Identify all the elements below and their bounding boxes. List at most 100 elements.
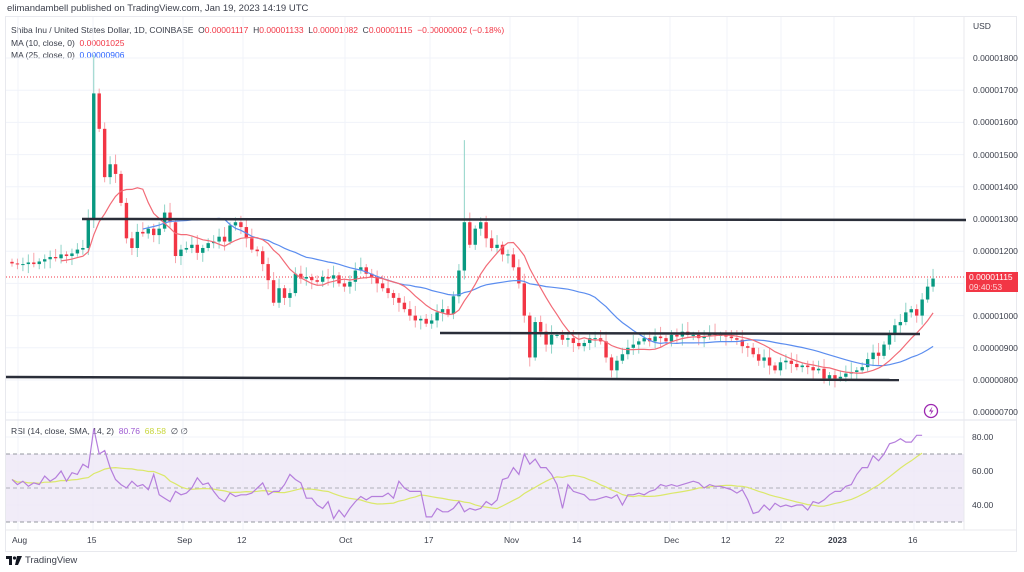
candle[interactable] (675, 334, 679, 337)
candle[interactable] (871, 352, 875, 360)
candle[interactable] (97, 93, 101, 129)
candle[interactable] (806, 365, 810, 368)
candle[interactable] (70, 253, 74, 257)
candle[interactable] (620, 354, 625, 361)
candle[interactable] (397, 297, 401, 303)
candle[interactable] (370, 273, 374, 277)
lightning-icon[interactable] (923, 403, 939, 419)
candle[interactable] (904, 312, 908, 323)
candle[interactable] (92, 93, 96, 219)
candle[interactable] (746, 346, 750, 348)
candle[interactable] (293, 273, 298, 294)
candle[interactable] (816, 368, 821, 371)
candle[interactable] (522, 283, 526, 316)
ma10-legend[interactable]: MA (10, close, 0) 0.00001025 (11, 38, 125, 48)
candle[interactable] (310, 276, 314, 281)
candle[interactable] (517, 267, 521, 284)
candle[interactable] (124, 202, 129, 239)
candle[interactable] (827, 375, 832, 379)
candle[interactable] (184, 247, 189, 250)
candle[interactable] (915, 309, 919, 316)
candle[interactable] (119, 173, 123, 203)
candle[interactable] (304, 276, 308, 279)
candle[interactable] (233, 222, 238, 226)
candle[interactable] (882, 344, 886, 356)
candle[interactable] (391, 293, 396, 298)
candle[interactable] (702, 336, 706, 339)
candle[interactable] (277, 288, 281, 303)
candle[interactable] (735, 338, 739, 340)
candle[interactable] (495, 244, 499, 248)
candle[interactable] (86, 219, 90, 248)
candle[interactable] (10, 261, 14, 264)
candle[interactable] (555, 334, 559, 336)
candle[interactable] (653, 336, 657, 342)
candle[interactable] (451, 296, 456, 314)
candle[interactable] (528, 315, 532, 358)
candle[interactable] (173, 222, 178, 257)
candle[interactable] (549, 334, 554, 345)
candle[interactable] (887, 334, 892, 345)
candle[interactable] (15, 263, 20, 265)
ma25-legend[interactable]: MA (25, close, 0) 0.00000906 (11, 50, 125, 60)
candle[interactable] (669, 334, 674, 342)
resistance-line[interactable] (81, 217, 967, 222)
candle[interactable] (32, 262, 36, 265)
candle[interactable] (299, 273, 303, 279)
candle[interactable] (26, 262, 31, 265)
candle[interactable] (424, 318, 428, 324)
candle[interactable] (146, 228, 150, 234)
candle[interactable] (408, 309, 412, 316)
candle[interactable] (479, 222, 483, 229)
candle[interactable] (762, 357, 766, 361)
candle[interactable] (130, 238, 134, 248)
candle[interactable] (457, 270, 461, 297)
candle[interactable] (582, 342, 586, 347)
candle[interactable] (925, 286, 930, 300)
candle[interactable] (664, 338, 668, 342)
candle[interactable] (152, 228, 156, 236)
candle[interactable] (282, 288, 287, 298)
candle[interactable] (75, 249, 80, 254)
candle[interactable] (473, 228, 477, 245)
tradingview-logo[interactable]: TradingView (6, 555, 77, 566)
candle[interactable] (271, 280, 276, 303)
candle[interactable] (386, 288, 390, 294)
candle[interactable] (538, 322, 543, 332)
candle[interactable] (342, 283, 347, 287)
candle[interactable] (113, 164, 118, 174)
candle[interactable] (560, 334, 565, 340)
candle[interactable] (261, 251, 265, 265)
candle[interactable] (833, 375, 837, 379)
candle[interactable] (571, 338, 576, 343)
candle[interactable] (920, 299, 924, 316)
candle[interactable] (157, 228, 161, 236)
candle[interactable] (740, 339, 744, 347)
candle[interactable] (838, 376, 843, 379)
candle[interactable] (64, 254, 69, 257)
candle[interactable] (795, 363, 799, 368)
candle[interactable] (435, 312, 439, 321)
candle[interactable] (135, 231, 140, 248)
candle[interactable] (626, 347, 630, 355)
candle[interactable] (162, 212, 167, 229)
candle[interactable] (822, 368, 826, 379)
candle[interactable] (402, 302, 407, 310)
candle[interactable] (359, 267, 363, 271)
candle[interactable] (168, 212, 172, 223)
candle[interactable] (250, 238, 254, 250)
candle[interactable] (222, 236, 227, 242)
candle[interactable] (43, 259, 47, 262)
candle[interactable] (566, 338, 570, 340)
candle[interactable] (81, 247, 85, 250)
candle[interactable] (468, 222, 472, 245)
candle[interactable] (642, 338, 646, 342)
candle[interactable] (533, 322, 537, 358)
support-line[interactable] (5, 375, 900, 382)
candle[interactable] (179, 249, 183, 257)
candle[interactable] (217, 236, 221, 242)
candle[interactable] (609, 357, 614, 371)
candle[interactable] (484, 222, 488, 239)
candle[interactable] (751, 347, 755, 355)
candle[interactable] (53, 256, 58, 259)
